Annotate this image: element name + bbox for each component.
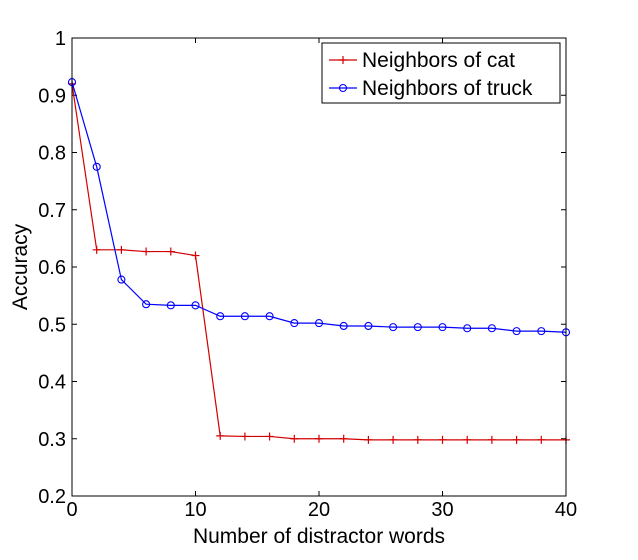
data-point — [364, 321, 373, 331]
x-tick-label: 40 — [555, 499, 577, 521]
data-point — [512, 435, 521, 444]
legend-marker-cat — [339, 56, 347, 64]
legend-marker-symbol — [338, 83, 348, 93]
data-point — [463, 435, 472, 444]
x-tick-label: 0 — [66, 499, 77, 521]
data-point — [315, 434, 323, 443]
data-point — [438, 323, 447, 332]
data-point — [166, 301, 175, 310]
data-point — [216, 312, 225, 321]
y-tick-label: 0.3 — [38, 429, 66, 451]
y-tick-label: 0.9 — [38, 85, 66, 107]
series-layer — [67, 78, 571, 444]
legend: Neighbors of cat Neighbors of truck — [321, 42, 561, 104]
data-point — [389, 323, 398, 332]
data-point — [117, 275, 126, 284]
x-tick-label: 10 — [184, 499, 206, 521]
data-point — [290, 319, 299, 328]
plot-frame — [71, 37, 567, 497]
data-point — [290, 434, 299, 443]
data-point — [265, 312, 274, 321]
y-tick-label: 1 — [55, 28, 66, 50]
data-point — [413, 435, 422, 444]
data-point — [142, 247, 151, 256]
y-tick-label: 0.2 — [38, 486, 66, 508]
data-point — [142, 300, 151, 309]
y-tick-label: 0.5 — [38, 314, 66, 336]
data-point — [314, 319, 324, 328]
data-point — [487, 435, 496, 444]
x-tick-label: 20 — [308, 499, 330, 521]
legend-label-truck: Neighbors of truck — [362, 77, 533, 100]
data-point — [389, 435, 398, 444]
data-point — [191, 301, 200, 310]
data-point — [92, 245, 101, 254]
y-tick-label: 0.7 — [38, 200, 66, 222]
y-tick-label: 0.8 — [38, 143, 66, 165]
x-axis: 0 10 20 30 40 — [66, 38, 577, 521]
data-point — [463, 324, 472, 333]
y-axis: 0.2 0.3 0.4 0.5 0.6 0.7 0.8 0.9 1 — [38, 28, 566, 508]
data-point — [438, 435, 447, 444]
data-point — [216, 431, 225, 440]
y-axis-label: Accuracy — [9, 223, 32, 310]
data-point — [537, 327, 546, 336]
legend-marker-symbol — [339, 56, 347, 64]
x-tick-label: 30 — [431, 499, 453, 521]
data-point — [240, 432, 249, 441]
plot-area — [72, 38, 566, 496]
y-tick-label: 0.4 — [38, 372, 66, 394]
series-line — [71, 81, 567, 333]
data-point — [191, 251, 200, 260]
legend-box — [321, 42, 561, 104]
data-point — [364, 435, 373, 444]
data-point — [92, 162, 101, 171]
data-point — [537, 435, 546, 444]
data-point — [339, 321, 348, 331]
data-point — [166, 247, 175, 256]
series-truck — [67, 78, 571, 337]
data-point — [339, 434, 348, 443]
legend-label-cat: Neighbors of cat — [362, 49, 515, 72]
data-point — [512, 327, 521, 336]
y-tick-label: 0.6 — [38, 257, 66, 279]
legend-marker-truck — [338, 83, 348, 93]
data-point — [240, 312, 249, 321]
data-point — [265, 432, 274, 441]
x-axis-label: Number of distractor words — [193, 525, 445, 548]
data-point — [487, 324, 496, 333]
data-point — [117, 245, 126, 254]
data-point — [413, 323, 422, 332]
